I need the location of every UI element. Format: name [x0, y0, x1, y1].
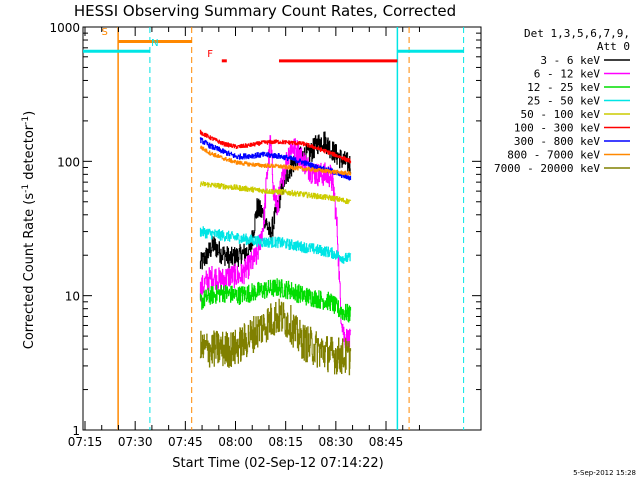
legend-label: 800 - 7000 keV — [507, 149, 600, 162]
plot-area: S N F 1 10 100 1000 07:15 07:30 07:45 08:00 08:15… — [49, 21, 482, 449]
y-axis-label: Corrected Count Rate (s-1 detector-1) — [21, 111, 37, 349]
legend-label: 3 - 6 keV — [540, 54, 600, 67]
legend-label: 12 - 25 keV — [527, 81, 600, 94]
footer-date: 5-Sep-2012 15:28 — [573, 469, 636, 477]
plot-frame — [82, 26, 482, 431]
y-tick-label: 100 — [57, 155, 80, 169]
x-tick-label: 08:30 — [319, 435, 354, 449]
x-tick-label: 07:30 — [118, 435, 153, 449]
legend-label: 7000 - 20000 keV — [494, 162, 600, 175]
flag-label: S — [102, 27, 108, 38]
legend-label: 25 - 50 keV — [527, 95, 600, 108]
x-tick-label: 08:15 — [268, 435, 303, 449]
y-tick-label: 10 — [65, 290, 80, 304]
series-line — [199, 129, 352, 164]
series-line — [199, 298, 352, 376]
legend-header-attenuator: Att 0 — [597, 40, 630, 53]
x-tick-label: 07:45 — [168, 435, 203, 449]
legend-label: 6 - 12 keV — [534, 68, 601, 81]
legend-label: 300 - 800 keV — [514, 135, 600, 148]
series-line — [199, 278, 352, 323]
series-line — [199, 135, 352, 352]
legend-header-detectors: Det 1,3,5,6,7,9, — [524, 27, 630, 40]
series-line — [199, 181, 352, 205]
legend-label: 50 - 100 keV — [521, 108, 601, 121]
x-axis: 07:15 07:30 07:45 08:00 08:15 08:30 08:45 — [68, 27, 420, 449]
series-line — [199, 226, 352, 264]
x-axis-label: Start Time (02-Sep-12 07:14:22) — [172, 456, 383, 471]
y-tick-label: 1 — [72, 424, 80, 438]
x-tick-label: 08:45 — [369, 435, 404, 449]
y-tick-label: 1000 — [49, 21, 80, 35]
flag-label: F — [207, 49, 213, 60]
legend-label: 100 - 300 keV — [514, 122, 600, 135]
x-tick-label: 08:00 — [218, 435, 253, 449]
x-tick-label: 07:15 — [68, 435, 103, 449]
chart-title: HESSI Observing Summary Count Rates, Cor… — [74, 2, 456, 20]
flag-label: N — [151, 38, 158, 49]
y-axis: 1 10 100 1000 — [49, 21, 481, 438]
series-line — [199, 145, 352, 176]
